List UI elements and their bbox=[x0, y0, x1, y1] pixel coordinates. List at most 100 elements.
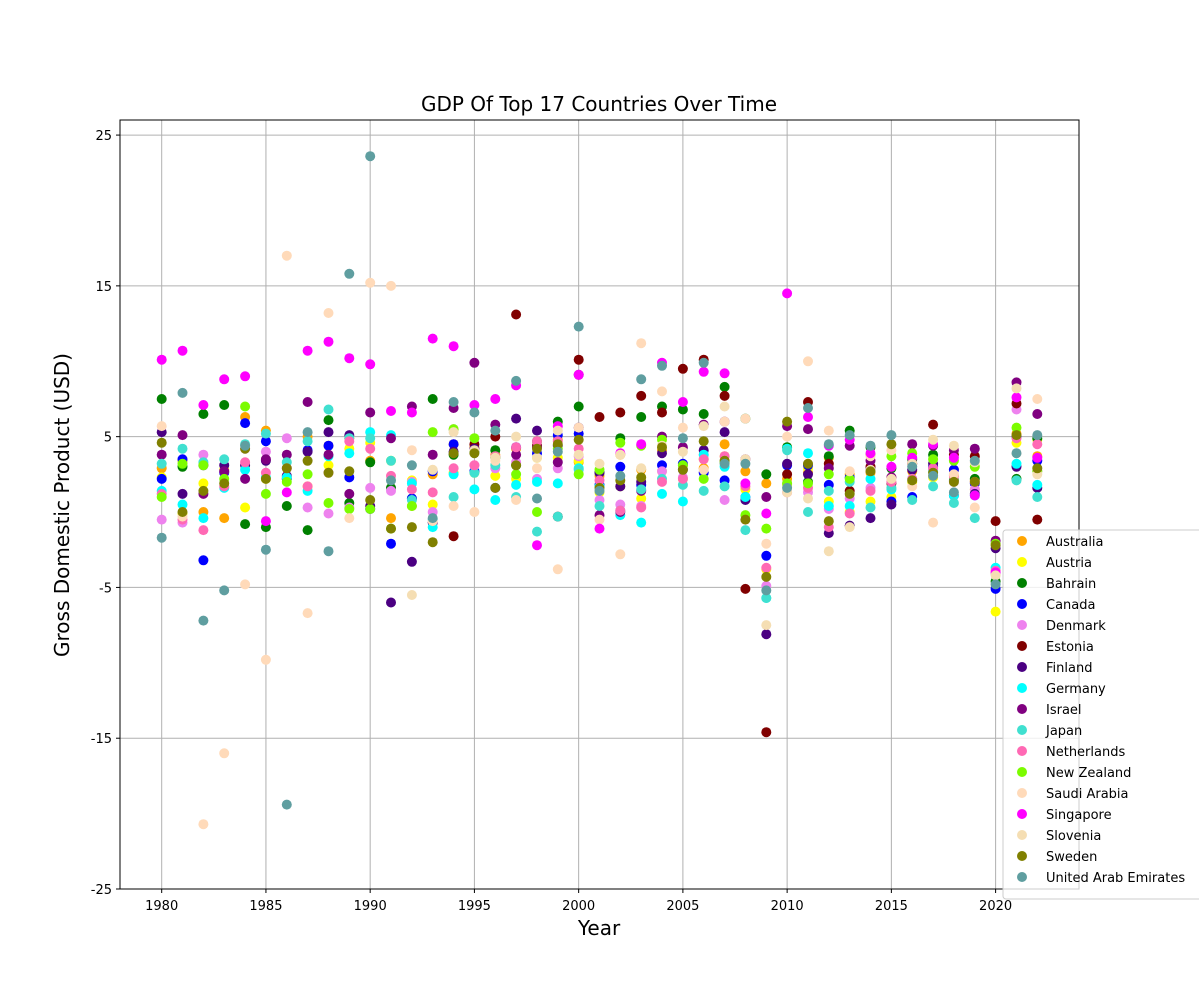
data-point bbox=[427, 427, 438, 438]
data-point bbox=[177, 458, 188, 469]
data-point bbox=[698, 436, 709, 447]
x-tick-label: 1980 bbox=[145, 899, 178, 914]
data-point bbox=[803, 493, 813, 504]
data-point bbox=[719, 427, 730, 438]
data-point bbox=[677, 404, 688, 415]
legend-label: United Arab Emirates bbox=[1046, 871, 1185, 886]
data-point bbox=[782, 482, 793, 493]
data-point bbox=[1011, 422, 1022, 433]
legend-label: New Zealand bbox=[1046, 766, 1131, 781]
data-point bbox=[969, 502, 980, 513]
legend-label: Sweden bbox=[1046, 850, 1097, 865]
data-point bbox=[281, 476, 292, 487]
data-point bbox=[907, 461, 918, 472]
data-point bbox=[219, 585, 230, 596]
data-point bbox=[990, 606, 1001, 617]
data-point bbox=[302, 446, 313, 457]
data-point bbox=[823, 451, 834, 462]
data-point bbox=[844, 473, 855, 484]
data-point bbox=[761, 469, 772, 480]
y-tick-label: 25 bbox=[95, 129, 112, 144]
legend-marker bbox=[1017, 767, 1027, 777]
data-point bbox=[156, 394, 167, 404]
legend-label: Australia bbox=[1046, 535, 1104, 550]
data-point bbox=[302, 469, 313, 480]
data-point bbox=[573, 369, 584, 380]
data-point bbox=[490, 482, 501, 493]
data-point bbox=[740, 583, 751, 594]
data-point bbox=[886, 461, 897, 472]
data-point bbox=[448, 531, 459, 542]
data-point bbox=[323, 427, 334, 438]
data-point bbox=[969, 490, 980, 501]
data-point bbox=[657, 386, 667, 397]
data-point bbox=[386, 513, 396, 524]
data-point bbox=[365, 443, 376, 454]
legend-label: Austria bbox=[1046, 556, 1092, 571]
data-point bbox=[573, 354, 584, 365]
data-point bbox=[1032, 439, 1043, 450]
legend-label: Finland bbox=[1046, 661, 1092, 676]
data-point bbox=[156, 492, 167, 502]
data-point bbox=[156, 532, 167, 543]
data-point bbox=[615, 470, 626, 481]
data-point bbox=[177, 345, 188, 356]
legend-marker bbox=[1017, 809, 1027, 819]
data-point bbox=[532, 526, 542, 537]
data-point bbox=[615, 407, 626, 418]
data-point bbox=[427, 487, 438, 498]
data-point bbox=[198, 555, 209, 566]
y-axis-label: Gross Domestic Product (USD) bbox=[50, 353, 74, 657]
data-point bbox=[156, 473, 167, 484]
data-point bbox=[1032, 463, 1043, 474]
data-point bbox=[782, 416, 793, 427]
data-point bbox=[636, 484, 647, 495]
data-point bbox=[448, 341, 459, 352]
data-point bbox=[323, 336, 334, 347]
data-point bbox=[719, 458, 730, 469]
data-point bbox=[761, 538, 772, 549]
data-point bbox=[886, 430, 897, 441]
legend-marker bbox=[1017, 704, 1027, 714]
legend-box bbox=[1002, 529, 1199, 900]
data-point bbox=[615, 461, 626, 472]
data-point bbox=[844, 466, 855, 477]
data-point bbox=[719, 381, 730, 392]
data-point bbox=[448, 439, 459, 450]
data-point bbox=[761, 562, 772, 573]
chart-title: GDP Of Top 17 Countries Over Time bbox=[421, 92, 777, 116]
data-point bbox=[844, 488, 855, 499]
data-point bbox=[677, 473, 688, 484]
data-point bbox=[594, 412, 605, 422]
data-point bbox=[365, 457, 376, 468]
data-point bbox=[844, 522, 855, 533]
data-point bbox=[886, 473, 897, 484]
data-point bbox=[427, 394, 438, 404]
data-point bbox=[1032, 409, 1043, 419]
data-point bbox=[490, 452, 501, 463]
data-point bbox=[594, 485, 605, 496]
data-point bbox=[386, 455, 396, 466]
data-point bbox=[698, 454, 709, 465]
data-point bbox=[803, 469, 813, 480]
data-point bbox=[469, 467, 480, 478]
legend-marker bbox=[1017, 662, 1027, 672]
data-point bbox=[302, 502, 313, 513]
data-point bbox=[260, 488, 271, 499]
data-point bbox=[511, 413, 522, 424]
data-point bbox=[803, 412, 813, 422]
data-point bbox=[365, 433, 376, 444]
data-point bbox=[365, 407, 376, 418]
data-point bbox=[177, 430, 188, 441]
data-point bbox=[344, 436, 355, 447]
data-point bbox=[323, 449, 334, 460]
legend-marker bbox=[1017, 725, 1027, 735]
data-point bbox=[281, 449, 292, 460]
legend-label: Canada bbox=[1046, 598, 1095, 613]
legend-label: Israel bbox=[1046, 703, 1082, 718]
data-point bbox=[1011, 475, 1022, 486]
data-point bbox=[615, 549, 626, 560]
data-point bbox=[907, 439, 918, 450]
data-point bbox=[532, 425, 542, 436]
data-point bbox=[240, 464, 251, 475]
